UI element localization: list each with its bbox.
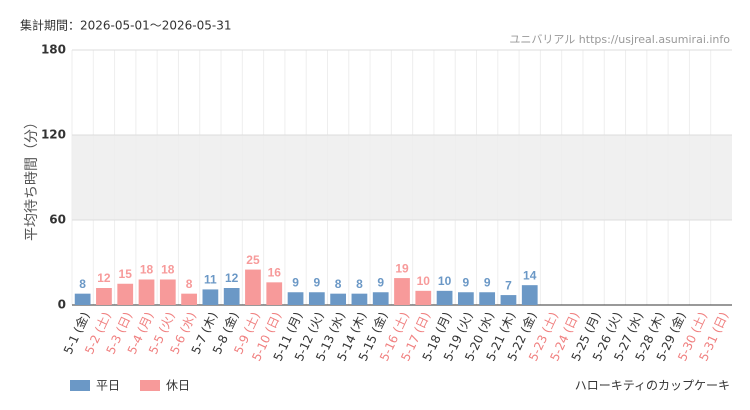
legend-label: 平日 [96, 379, 120, 393]
chart-title: 集計期間：2026-05-01～2026-05-31 [20, 18, 231, 33]
data-label: 8 [186, 277, 193, 291]
data-label: 9 [463, 275, 470, 289]
data-label: 10 [438, 274, 452, 288]
data-label: 25 [246, 253, 260, 267]
bar [74, 293, 91, 305]
data-label: 9 [292, 275, 299, 289]
bar [159, 279, 176, 305]
data-label: 12 [225, 271, 239, 285]
bar [500, 295, 517, 305]
data-label: 9 [484, 275, 491, 289]
legend-label: 休日 [166, 379, 190, 393]
y-tick-label: 60 [49, 213, 66, 227]
bar [245, 269, 261, 305]
data-label: 18 [161, 263, 175, 277]
data-label: 9 [377, 275, 384, 289]
legend-swatch [70, 380, 90, 391]
data-label: 11 [204, 273, 217, 287]
bar [308, 292, 325, 305]
bar [96, 288, 112, 305]
data-label: 16 [268, 266, 282, 280]
bar [117, 283, 134, 305]
data-label: 8 [335, 277, 342, 291]
bar [415, 290, 432, 305]
grid-band [72, 135, 732, 220]
bar [351, 293, 368, 305]
data-label: 14 [523, 268, 537, 282]
data-label: 8 [79, 277, 86, 291]
data-label: 8 [356, 277, 363, 291]
bar [266, 282, 283, 305]
bar [330, 293, 347, 305]
legend-swatch [140, 380, 160, 391]
data-label: 18 [140, 263, 154, 277]
data-label: 7 [505, 278, 512, 292]
y-tick-label: 0 [58, 298, 66, 312]
y-tick-label: 180 [41, 43, 66, 57]
bar [202, 289, 219, 305]
bar [372, 292, 389, 305]
bar [436, 290, 453, 305]
bar [394, 278, 410, 305]
bar [479, 292, 496, 305]
data-label: 10 [417, 274, 431, 288]
data-label: 9 [313, 275, 320, 289]
subtitle: ハローキティのカップケーキ [575, 379, 730, 393]
bar [287, 292, 304, 305]
data-label: 12 [97, 271, 111, 285]
bar [521, 285, 538, 305]
y-tick-label: 120 [41, 128, 66, 142]
bar [181, 293, 197, 305]
data-label: 19 [395, 261, 409, 275]
y-axis-label: 平均待ち時間（分） [24, 115, 40, 241]
data-label: 15 [119, 267, 133, 281]
bar [457, 292, 474, 305]
bar [223, 288, 240, 305]
bar [138, 279, 155, 305]
source: ユニバリアル https://usjreal.asumirai.info [509, 33, 730, 46]
